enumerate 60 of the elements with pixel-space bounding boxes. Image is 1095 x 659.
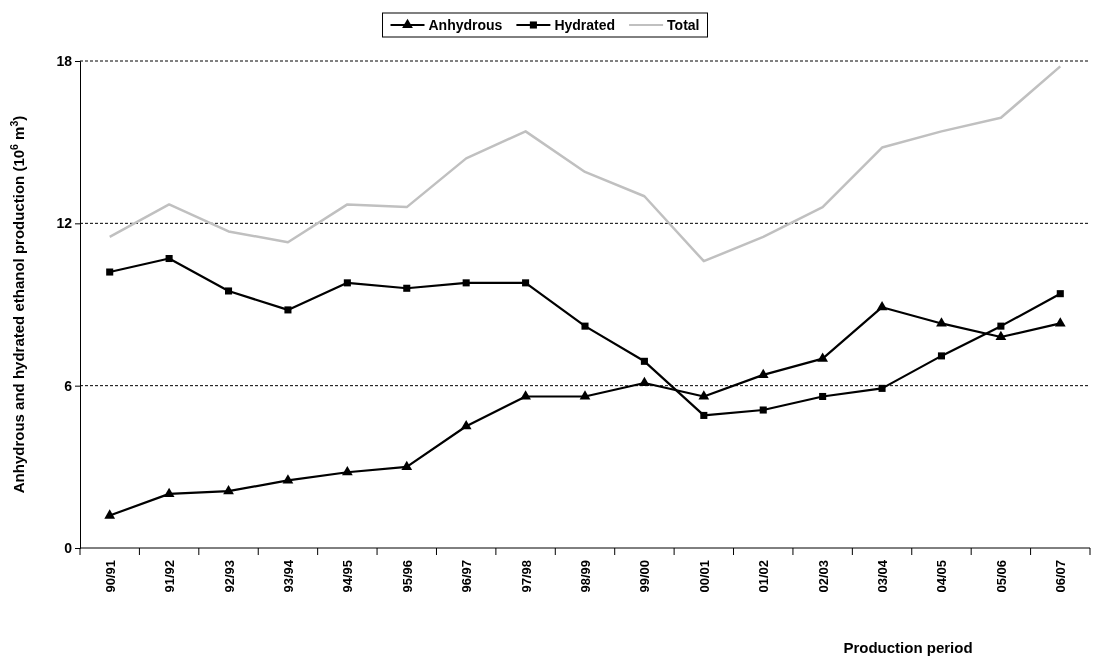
point: [224, 287, 233, 295]
point: [997, 322, 1005, 330]
point: [522, 279, 530, 287]
point: [817, 352, 829, 362]
point: [223, 484, 234, 495]
point: [878, 384, 886, 392]
point: [936, 317, 947, 327]
point: [639, 376, 650, 387]
point: [1056, 290, 1064, 298]
point: [460, 420, 472, 430]
point: [104, 509, 116, 519]
point: [401, 460, 413, 470]
point: [1054, 317, 1066, 327]
x-tick-label: 05/06: [993, 560, 1009, 593]
x-tick-label: 01/02: [756, 560, 772, 593]
point: [700, 411, 708, 419]
x-tick-label: 02/03: [815, 560, 831, 593]
x-tick-label: 91/92: [162, 560, 178, 593]
x-tick-label: 95/96: [399, 560, 415, 593]
y-tick-label: 18: [56, 52, 73, 69]
x-tick-label: 04/05: [934, 560, 950, 593]
legend-label: Anhydrous: [428, 17, 503, 33]
x-axis-title: Production period: [843, 639, 973, 656]
point: [876, 301, 888, 311]
point: [284, 306, 292, 314]
legend-label: Hydrated: [554, 17, 616, 33]
point: [579, 390, 591, 400]
x-tick-label: 03/04: [875, 559, 891, 593]
x-tick-label: 99/00: [637, 560, 653, 593]
point: [759, 406, 767, 414]
point: [341, 466, 353, 476]
point: [819, 392, 827, 401]
point: [698, 390, 710, 400]
line-series: [108, 65, 1062, 263]
point: [282, 474, 294, 484]
point: [581, 322, 589, 330]
legend-label: Total: [667, 17, 700, 33]
point: [165, 254, 173, 263]
point: [757, 368, 769, 378]
point: [106, 268, 114, 276]
y-tick-label: 6: [64, 377, 73, 394]
y-tick-label: 12: [56, 215, 73, 232]
point: [163, 487, 175, 497]
x-tick-label: 00/01: [696, 560, 712, 593]
x-tick-label: 06/07: [1053, 560, 1069, 593]
x-tick-label: 96/97: [459, 560, 475, 593]
point: [403, 284, 411, 292]
point: [520, 390, 531, 400]
point: [640, 357, 648, 365]
point: [995, 330, 1007, 341]
x-tick-label: 93/94: [280, 559, 296, 593]
x-tick-label: 92/93: [221, 560, 237, 593]
x-tick-label: 94/95: [340, 560, 356, 593]
x-tick-label: 98/99: [578, 560, 593, 593]
x-tick-label: 90/91: [102, 560, 118, 593]
x-tick-label: 97/98: [518, 560, 534, 593]
y-tick-label: 0: [64, 539, 73, 556]
point: [937, 352, 946, 360]
point: [343, 279, 351, 287]
point: [462, 279, 470, 287]
